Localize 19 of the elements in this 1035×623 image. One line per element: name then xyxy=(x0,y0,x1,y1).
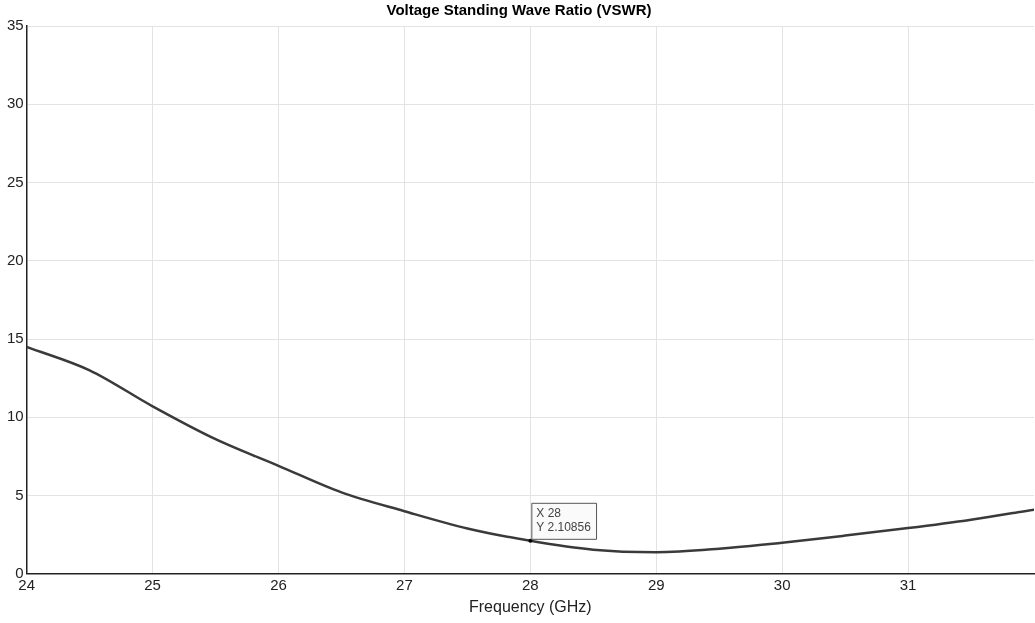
y-tick-label: 15 xyxy=(7,329,24,347)
y-tick-label: 20 xyxy=(7,250,24,268)
x-tick-label: 25 xyxy=(144,575,161,593)
x-tick-label: 29 xyxy=(647,575,665,593)
y-tick-label: 10 xyxy=(7,407,24,425)
y-tick-label: 5 xyxy=(15,485,24,503)
x-axis-title: Frequency (GHz) xyxy=(468,597,592,615)
line-series xyxy=(26,345,1034,554)
y-tick-label: 35 xyxy=(7,16,24,34)
x-tick-label: 27 xyxy=(396,575,413,593)
y-tick-label: 30 xyxy=(7,94,24,112)
chart-title: Voltage Standing Wave Ratio (VSWR) xyxy=(386,1,652,19)
x-tick-label: 31 xyxy=(899,575,917,593)
x-tick-label: 30 xyxy=(773,575,791,593)
x-tick-label: 26 xyxy=(270,575,287,593)
annotation: X 28 Y 2.10856 xyxy=(536,506,592,535)
y-tick-label: 25 xyxy=(7,172,24,190)
y-tick-label: 0 xyxy=(15,563,24,581)
x-tick-label: 28 xyxy=(522,575,539,593)
